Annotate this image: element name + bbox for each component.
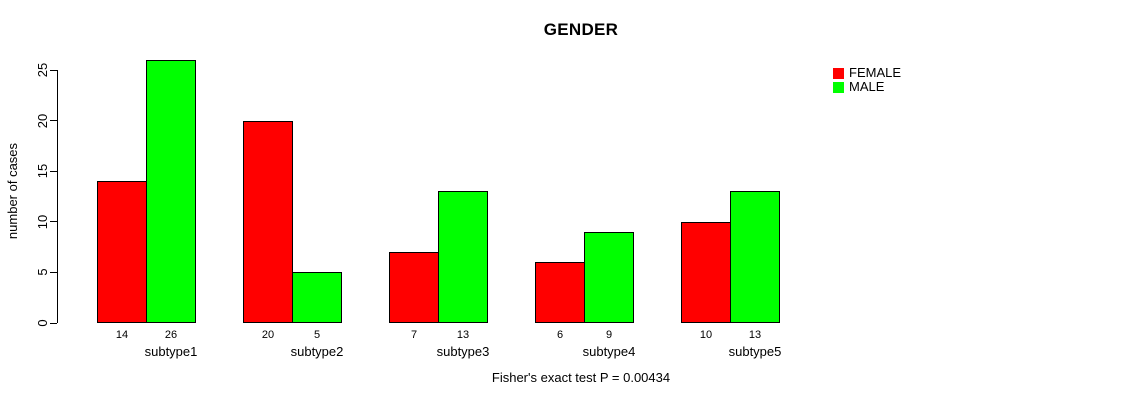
y-tick-label: 25 [35, 62, 50, 78]
category-label: subtype5 [728, 344, 782, 359]
bar-value-label: 9 [605, 329, 613, 341]
bar-male-subtype1 [146, 59, 196, 323]
legend: FEMALE MALE [833, 66, 901, 94]
bar-male-subtype3 [438, 191, 488, 323]
chart-title: GENDER [543, 20, 619, 39]
y-tick-mark [50, 69, 57, 71]
y-tick-mark [50, 271, 57, 273]
legend-label: FEMALE [849, 65, 902, 80]
y-axis-label: number of cases [5, 142, 20, 240]
bar-female-subtype3 [389, 252, 439, 323]
y-tick-mark [50, 221, 57, 223]
y-tick-mark [50, 170, 57, 172]
bar-value-label: 6 [556, 329, 564, 341]
bar-value-label: 26 [164, 329, 178, 341]
bar-value-label: 20 [261, 329, 275, 341]
bar-female-subtype5 [681, 221, 731, 323]
y-tick-mark [50, 120, 57, 122]
legend-swatch-female [833, 67, 844, 79]
legend-label: MALE [849, 79, 885, 94]
footer-annotation: Fisher's exact test P = 0.00434 [491, 370, 671, 385]
category-label: subtype1 [144, 344, 198, 359]
y-tick-mark [50, 322, 57, 324]
y-axis-line [57, 70, 58, 323]
bar-female-subtype2 [243, 120, 293, 323]
legend-item: FEMALE [833, 66, 901, 80]
legend-item: MALE [833, 80, 901, 94]
category-label: subtype2 [290, 344, 344, 359]
bar-female-subtype4 [535, 262, 585, 323]
category-label: subtype3 [436, 344, 490, 359]
bar-male-subtype5 [730, 191, 780, 323]
bar-value-label: 7 [410, 329, 418, 341]
bar-value-label: 13 [748, 329, 762, 341]
bar-value-label: 14 [115, 329, 129, 341]
bar-value-label: 13 [456, 329, 470, 341]
category-label: subtype4 [582, 344, 636, 359]
legend-swatch-male [833, 81, 844, 93]
bar-male-subtype2 [292, 272, 342, 323]
bar-value-label: 5 [313, 329, 321, 341]
bar-value-label: 10 [699, 329, 713, 341]
bar-female-subtype1 [97, 181, 147, 323]
y-tick-label: 0 [35, 319, 50, 327]
bar-male-subtype4 [584, 231, 634, 323]
